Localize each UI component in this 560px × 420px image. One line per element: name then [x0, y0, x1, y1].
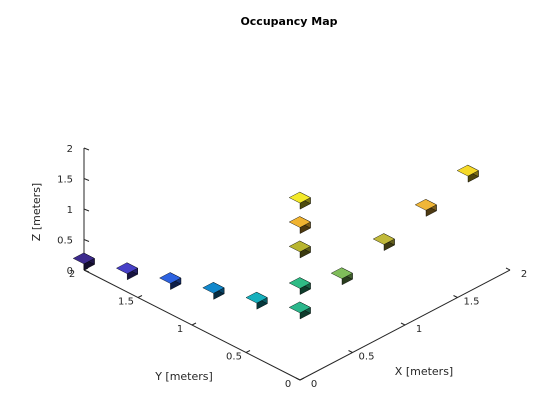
x-tick-label: 1.5: [464, 297, 480, 308]
z-tick-label: 0.5: [57, 236, 73, 247]
x-tick-label: 1: [416, 324, 422, 335]
z-tick-mark: [83, 269, 90, 273]
voxel-top-face: [372, 233, 395, 245]
x-tick-mark: [400, 322, 406, 326]
x-tick-mark: [453, 295, 458, 298]
x-tick-label: 2: [521, 269, 527, 280]
voxel-point: [202, 281, 225, 300]
x-tick-mark: [295, 377, 301, 381]
y-tick-mark: [191, 322, 197, 326]
x-axis-label: X [meters]: [395, 365, 453, 378]
z-tick-label: 1: [67, 205, 73, 216]
voxel-top-face: [72, 252, 95, 265]
y-axis-label: Y [meters]: [154, 370, 213, 383]
voxel-top-face: [288, 191, 311, 204]
voxel-top-face: [288, 216, 311, 228]
voxel-top-face: [245, 291, 268, 304]
voxel-point: [115, 262, 139, 281]
voxel-top-face: [414, 199, 437, 211]
y-tick-label: 1.5: [118, 297, 134, 308]
voxel-point: [72, 252, 95, 271]
x-tick-label: 0.5: [359, 352, 375, 363]
x-tick-mark: [505, 267, 511, 271]
y-tick-mark: [299, 377, 305, 381]
voxel-point: [288, 191, 311, 210]
z-tick-mark: [83, 147, 90, 151]
voxel-point: [288, 277, 311, 295]
y-tick-label: 0: [285, 379, 291, 390]
z-tick-label: 2: [67, 144, 73, 155]
voxel-top-face: [115, 262, 139, 274]
voxel-point: [372, 233, 395, 251]
voxel-point: [288, 240, 311, 259]
z-tick-mark: [83, 208, 90, 212]
y-tick-label: 2: [69, 269, 75, 280]
voxel-point: [456, 164, 479, 183]
z-tick-mark: [83, 239, 90, 242]
chart-title: Occupancy Map: [240, 15, 337, 28]
z-tick-label: 1.5: [57, 175, 73, 186]
voxel-point: [159, 272, 182, 290]
y-tick-label: 0.5: [226, 352, 242, 363]
voxel-point: [330, 267, 353, 286]
voxel-top-face: [288, 301, 311, 314]
voxel-top-face: [159, 272, 182, 284]
voxel-top-face: [456, 164, 479, 177]
voxel-top-face: [288, 240, 311, 253]
voxel-point: [245, 291, 268, 310]
voxel-top-face: [330, 267, 353, 279]
z-axis-label: Z [meters]: [30, 183, 43, 241]
voxel-top-face: [288, 277, 311, 289]
voxel-point: [288, 301, 311, 320]
z-tick-mark: [83, 178, 90, 181]
y-tick-mark: [137, 295, 143, 298]
voxel-top-face: [202, 282, 225, 294]
voxel-point: [414, 198, 437, 217]
x-tick-label: 0: [311, 379, 317, 390]
y-tick-mark: [245, 350, 251, 353]
x-tick-mark: [348, 350, 353, 353]
voxel-point: [288, 216, 311, 234]
z-tick-label: 0: [67, 266, 73, 277]
y-tick-label: 1: [177, 324, 183, 335]
